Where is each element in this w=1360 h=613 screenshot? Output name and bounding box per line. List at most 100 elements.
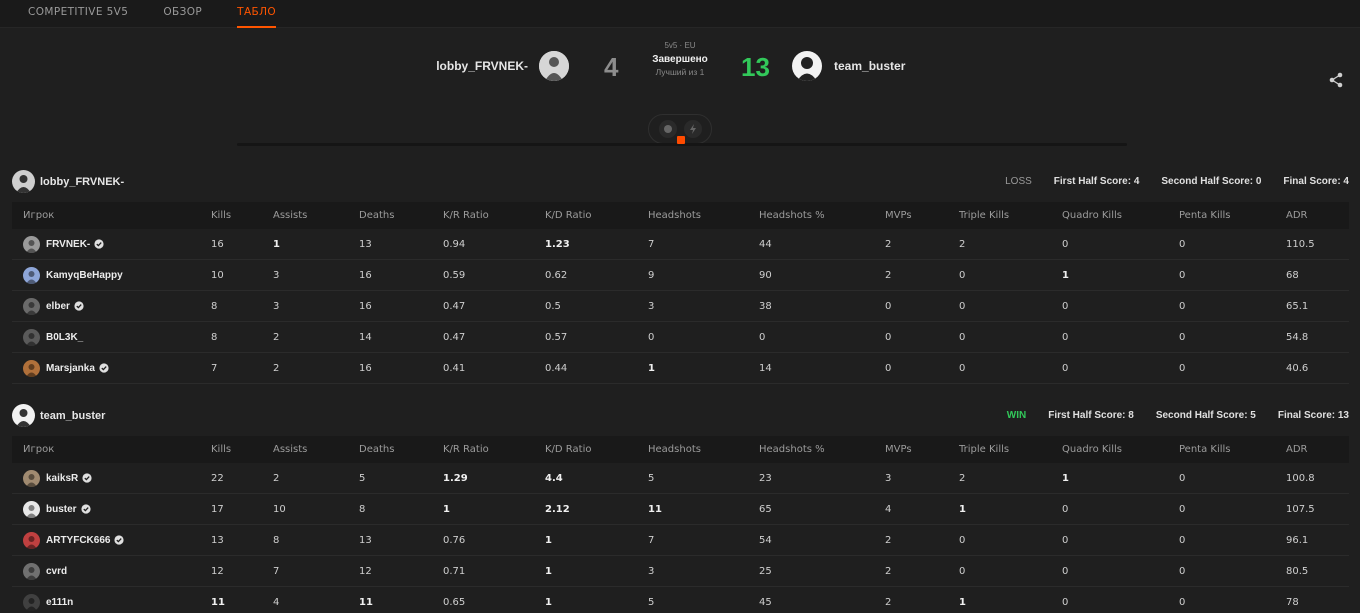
player-cell[interactable]: cvrd <box>23 556 200 586</box>
player-name[interactable]: FRVNEK- <box>46 238 91 250</box>
tab-scoreboard[interactable]: ТАБЛО <box>237 0 277 28</box>
stat-cell: 4 <box>273 596 280 608</box>
table-row[interactable]: B0L3K_ 8 2 14 0.47 0.57 0 0 0 0 0 0 54.8 <box>12 322 1349 353</box>
stat-cell: 8 <box>211 331 218 343</box>
player-cell[interactable]: B0L3K_ <box>23 322 200 352</box>
player-avatar[interactable] <box>23 328 40 346</box>
stat-cell: 0 <box>959 300 966 312</box>
player-cell[interactable]: elber <box>23 291 200 321</box>
team2-avatar[interactable] <box>792 51 822 81</box>
stat-cell: 8 <box>273 534 280 546</box>
column-header[interactable]: Assists <box>273 444 308 455</box>
team-result: WIN <box>1006 410 1027 421</box>
player-name[interactable]: Marsjanka <box>46 362 95 374</box>
player-avatar[interactable] <box>23 235 40 253</box>
player-cell[interactable]: kaiksR <box>23 463 200 493</box>
player-name[interactable]: KamyqBeHappy <box>46 269 123 281</box>
column-header[interactable]: Headshots <box>648 210 701 221</box>
table-row[interactable]: buster 17 10 8 1 2.12 11 65 4 1 0 0 107.5 <box>12 494 1349 525</box>
player-avatar[interactable] <box>23 531 40 549</box>
column-header[interactable]: K/D Ratio <box>545 444 592 455</box>
table-row[interactable]: Marsjanka 7 2 16 0.41 0.44 1 14 0 0 0 0 40.6 <box>12 353 1349 384</box>
column-header[interactable]: Headshots <box>648 444 701 455</box>
stat-cell: 0 <box>885 362 892 374</box>
team2-name[interactable]: team_buster <box>834 59 906 73</box>
table-row[interactable]: KamyqBeHappy 10 3 16 0.59 0.62 9 90 2 0 1 0 68 <box>12 260 1349 291</box>
stat-cell: 54 <box>759 534 772 546</box>
player-avatar[interactable] <box>23 469 40 487</box>
player-cell[interactable]: ARTYFCK666 <box>23 525 200 555</box>
stat-cell: 3 <box>273 300 280 312</box>
column-header[interactable]: MVPs <box>885 210 912 221</box>
stat-cell: 5 <box>359 472 366 484</box>
table-row[interactable]: FRVNEK- 16 1 13 0.94 1.23 7 44 2 2 0 0 110.5 <box>12 229 1349 260</box>
player-name[interactable]: ARTYFCK666 <box>46 534 111 546</box>
table-row[interactable]: ARTYFCK666 13 8 13 0.76 1 7 54 2 0 0 0 96.1 <box>12 525 1349 556</box>
stat-cell: 0.47 <box>443 300 466 312</box>
column-header[interactable]: Quadro Kills <box>1062 444 1122 455</box>
column-header[interactable]: Headshots % <box>759 210 825 221</box>
table-row[interactable]: elber 8 3 16 0.47 0.5 3 38 0 0 0 0 65.1 <box>12 291 1349 322</box>
column-header[interactable]: ADR <box>1286 444 1308 455</box>
table-header-row: Игрок Kills Assists Deaths K/R Ratio K/D Rati… <box>12 436 1349 463</box>
player-cell[interactable]: KamyqBeHappy <box>23 260 200 290</box>
column-header[interactable]: K/R Ratio <box>443 210 489 221</box>
column-header[interactable]: Kills <box>211 210 232 221</box>
player-name[interactable]: kaiksR <box>46 472 79 484</box>
player-cell[interactable]: buster <box>23 494 200 524</box>
verified-badge-icon <box>99 363 109 373</box>
player-name[interactable]: B0L3K_ <box>46 331 84 343</box>
table-row[interactable]: e111n 11 4 11 0.65 1 5 45 2 1 0 0 78 <box>12 587 1349 613</box>
column-header[interactable]: Игрок <box>23 444 55 455</box>
player-cell[interactable]: FRVNEK- <box>23 229 200 259</box>
team-name[interactable]: lobby_FRVNEK- <box>40 176 125 188</box>
player-avatar[interactable] <box>23 500 40 518</box>
stat-cell: 2.12 <box>545 503 570 515</box>
stat-cell: 0 <box>959 269 966 281</box>
column-header[interactable]: K/D Ratio <box>545 210 592 221</box>
player-name[interactable]: e111n <box>46 596 74 608</box>
column-header[interactable]: Triple Kills <box>959 210 1010 221</box>
table-row[interactable]: kaiksR 22 2 5 1.29 4.4 5 23 3 2 1 0 100.8 <box>12 463 1349 494</box>
column-header[interactable]: K/R Ratio <box>443 444 489 455</box>
player-avatar[interactable] <box>23 593 40 611</box>
column-header[interactable]: Triple Kills <box>959 444 1010 455</box>
stat-cell: 0 <box>885 300 892 312</box>
player-avatar[interactable] <box>23 266 40 284</box>
column-header[interactable]: Игрок <box>23 210 55 221</box>
player-cell[interactable]: e111n <box>23 587 200 613</box>
timeline-marker[interactable] <box>677 136 685 144</box>
player-avatar[interactable] <box>23 359 40 377</box>
tab-competitive[interactable]: COMPETITIVE 5V5 <box>28 6 129 18</box>
column-header[interactable]: MVPs <box>885 444 912 455</box>
player-name[interactable]: elber <box>46 300 70 312</box>
team2-score: 13 <box>741 52 770 82</box>
column-header[interactable]: Kills <box>211 444 232 455</box>
tab-overview[interactable]: ОБЗОР <box>163 6 203 18</box>
team1-name[interactable]: lobby_FRVNEK- <box>436 59 528 73</box>
stat-cell: 5 <box>648 472 655 484</box>
column-header[interactable]: Assists <box>273 210 308 221</box>
stat-cell: 1 <box>959 596 966 608</box>
player-name[interactable]: buster <box>46 503 77 515</box>
team-name[interactable]: team_buster <box>40 410 106 422</box>
column-header[interactable]: Headshots % <box>759 444 825 455</box>
column-header[interactable]: ADR <box>1286 210 1308 221</box>
column-header[interactable]: Penta Kills <box>1179 210 1231 221</box>
stat-cell: 0.94 <box>443 238 466 250</box>
player-avatar[interactable] <box>23 562 40 580</box>
column-header[interactable]: Quadro Kills <box>1062 210 1122 221</box>
player-avatar[interactable] <box>23 297 40 315</box>
player-name[interactable]: cvrd <box>46 565 68 577</box>
share-icon[interactable] <box>1328 72 1344 88</box>
player-cell[interactable]: Marsjanka <box>23 353 200 383</box>
column-header[interactable]: Deaths <box>359 210 395 221</box>
stat-cell: 0.44 <box>545 362 568 374</box>
table-row[interactable]: cvrd 12 7 12 0.71 1 3 25 2 0 0 0 80.5 <box>12 556 1349 587</box>
team-header: team_buster WIN First Half Score: 8 Second … <box>12 404 1349 428</box>
team1-avatar[interactable] <box>539 51 569 81</box>
team-avatar[interactable] <box>12 170 35 193</box>
column-header[interactable]: Penta Kills <box>1179 444 1231 455</box>
team-avatar[interactable] <box>12 404 35 427</box>
column-header[interactable]: Deaths <box>359 444 395 455</box>
